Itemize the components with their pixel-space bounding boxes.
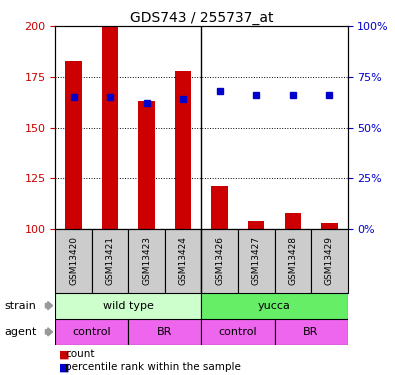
Text: control: control xyxy=(73,327,111,337)
Text: count: count xyxy=(65,350,95,359)
Text: agent: agent xyxy=(4,327,36,337)
Bar xyxy=(284,213,301,229)
Text: GSM13426: GSM13426 xyxy=(215,236,224,285)
FancyBboxPatch shape xyxy=(92,229,128,292)
FancyBboxPatch shape xyxy=(275,229,311,292)
FancyBboxPatch shape xyxy=(201,229,238,292)
FancyBboxPatch shape xyxy=(128,229,165,292)
Text: wild type: wild type xyxy=(103,301,154,310)
Title: GDS743 / 255737_at: GDS743 / 255737_at xyxy=(130,11,273,25)
FancyBboxPatch shape xyxy=(55,319,128,345)
FancyBboxPatch shape xyxy=(238,229,275,292)
Text: ■: ■ xyxy=(59,363,70,372)
Text: ■: ■ xyxy=(59,350,70,359)
Text: GSM13423: GSM13423 xyxy=(142,236,151,285)
Text: control: control xyxy=(219,327,257,337)
FancyBboxPatch shape xyxy=(55,229,92,292)
FancyBboxPatch shape xyxy=(201,292,348,319)
Text: GSM13429: GSM13429 xyxy=(325,236,334,285)
Bar xyxy=(211,186,228,229)
Bar xyxy=(138,101,155,229)
Text: GSM13420: GSM13420 xyxy=(69,236,78,285)
FancyBboxPatch shape xyxy=(55,292,201,319)
Text: strain: strain xyxy=(4,301,36,310)
Text: BR: BR xyxy=(157,327,173,337)
Text: yucca: yucca xyxy=(258,301,291,310)
Text: BR: BR xyxy=(303,327,319,337)
FancyBboxPatch shape xyxy=(201,319,275,345)
Text: GSM13421: GSM13421 xyxy=(105,236,115,285)
Bar xyxy=(102,26,118,229)
Bar xyxy=(175,71,192,229)
FancyBboxPatch shape xyxy=(311,229,348,292)
Text: GSM13428: GSM13428 xyxy=(288,236,297,285)
Text: GSM13424: GSM13424 xyxy=(179,236,188,285)
Text: GSM13427: GSM13427 xyxy=(252,236,261,285)
FancyBboxPatch shape xyxy=(165,229,201,292)
Bar xyxy=(248,220,265,229)
Bar xyxy=(321,223,338,229)
Bar xyxy=(65,61,82,229)
Text: percentile rank within the sample: percentile rank within the sample xyxy=(65,363,241,372)
FancyBboxPatch shape xyxy=(275,319,348,345)
FancyBboxPatch shape xyxy=(128,319,201,345)
